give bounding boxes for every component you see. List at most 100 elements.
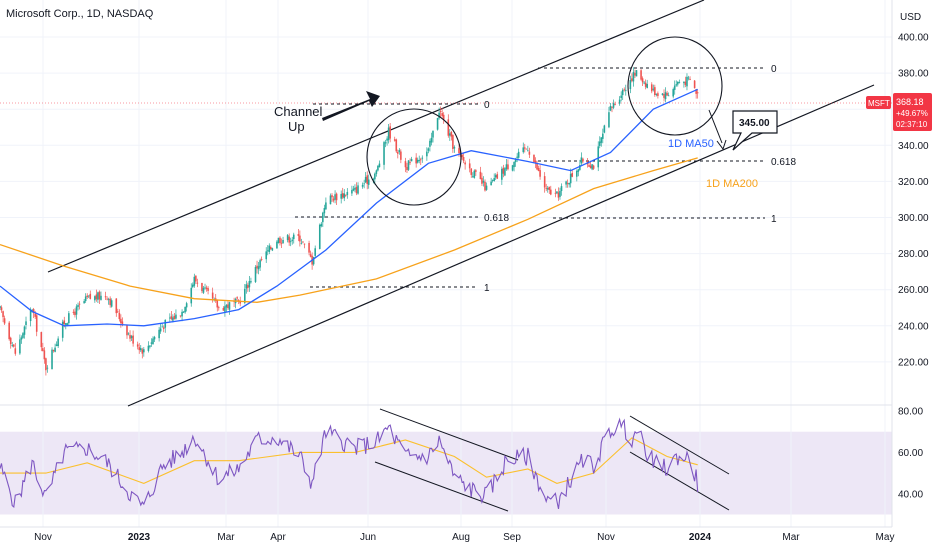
candle xyxy=(94,295,96,303)
candle xyxy=(300,238,303,245)
candle xyxy=(525,148,528,150)
candle xyxy=(560,183,563,196)
candle xyxy=(282,236,284,244)
candle xyxy=(20,335,23,344)
rsi-tick-label: 60.00 xyxy=(898,448,923,459)
candle xyxy=(149,345,151,349)
candle xyxy=(325,197,327,210)
candle xyxy=(115,298,118,317)
candle xyxy=(143,347,145,357)
rsi-band xyxy=(0,431,892,515)
candle xyxy=(453,145,456,153)
candle xyxy=(12,344,15,348)
price-tick-label: 220.00 xyxy=(898,357,929,368)
candle xyxy=(571,170,574,178)
time-tick-label: 2024 xyxy=(689,532,712,543)
candle xyxy=(138,342,141,354)
candle xyxy=(612,99,615,110)
candle xyxy=(106,296,108,301)
candle xyxy=(580,152,583,166)
candle xyxy=(646,79,648,89)
candle xyxy=(86,293,89,300)
candle xyxy=(22,332,24,339)
candle xyxy=(35,313,38,337)
price-tag-countdown: 02:37:10 xyxy=(896,120,928,129)
circle-annotations xyxy=(366,36,723,206)
candle xyxy=(117,308,119,314)
candle xyxy=(471,172,474,178)
candle xyxy=(481,172,483,187)
candle xyxy=(248,276,251,292)
candle xyxy=(173,313,176,320)
candle xyxy=(667,92,670,97)
candle xyxy=(468,158,471,173)
candle xyxy=(299,230,301,247)
candle xyxy=(268,243,271,255)
candle xyxy=(577,168,580,177)
candle xyxy=(257,262,260,275)
candle xyxy=(158,326,160,342)
candle xyxy=(378,160,381,168)
candle xyxy=(502,164,505,178)
candle xyxy=(537,165,540,172)
candle xyxy=(83,298,85,304)
channel-lines xyxy=(47,0,875,407)
time-tick-label: Apr xyxy=(270,532,286,543)
candle xyxy=(217,305,220,311)
candle xyxy=(655,93,658,97)
channel-upper-line xyxy=(47,0,705,273)
candle xyxy=(430,132,433,146)
candle xyxy=(395,138,398,153)
candle xyxy=(672,87,674,99)
target-annotation: 345.00 xyxy=(708,109,778,151)
candle xyxy=(629,75,632,94)
candle xyxy=(288,233,290,246)
candle xyxy=(309,250,312,258)
candle xyxy=(341,187,344,200)
price-tick-label: 280.00 xyxy=(898,249,929,260)
candle xyxy=(693,80,696,89)
candle xyxy=(107,297,110,305)
candle xyxy=(676,81,679,87)
candle xyxy=(129,330,131,342)
rsi-line xyxy=(0,417,699,510)
time-tick-label: May xyxy=(876,532,895,543)
candle xyxy=(556,191,558,195)
candle xyxy=(429,138,431,152)
candle xyxy=(439,106,442,118)
candle xyxy=(175,309,177,320)
candle xyxy=(159,323,162,334)
candle xyxy=(277,237,280,244)
rsi-axis-labels: 80.00 60.00 40.00 xyxy=(898,407,923,501)
candle xyxy=(632,67,635,87)
fib-left-0618-label: 0.618 xyxy=(484,213,509,224)
target-arrow-line xyxy=(708,109,723,144)
candle xyxy=(182,311,185,314)
candle xyxy=(548,186,551,195)
candle xyxy=(132,330,134,347)
candle xyxy=(523,143,526,153)
candle xyxy=(386,136,388,146)
candle xyxy=(352,185,355,192)
candle xyxy=(185,301,188,312)
candle xyxy=(0,305,3,313)
candle xyxy=(528,147,531,159)
candle xyxy=(421,155,424,163)
candle xyxy=(280,238,283,248)
candle xyxy=(539,165,541,180)
fibonacci-levels: 0 0.618 1 0 0.618 1 xyxy=(295,64,796,294)
candle xyxy=(641,76,644,86)
chart-header-title: Microsoft Corp., 1D, NASDAQ xyxy=(6,8,154,20)
candle xyxy=(504,167,506,177)
candle xyxy=(447,114,450,138)
candle xyxy=(494,173,497,180)
candle xyxy=(484,179,486,192)
candle xyxy=(397,149,399,159)
candle xyxy=(245,280,248,294)
candle xyxy=(631,73,633,83)
channel-up-note: Channel Up xyxy=(274,91,380,134)
candle xyxy=(602,128,604,144)
candle xyxy=(419,157,422,166)
candle xyxy=(513,161,515,172)
